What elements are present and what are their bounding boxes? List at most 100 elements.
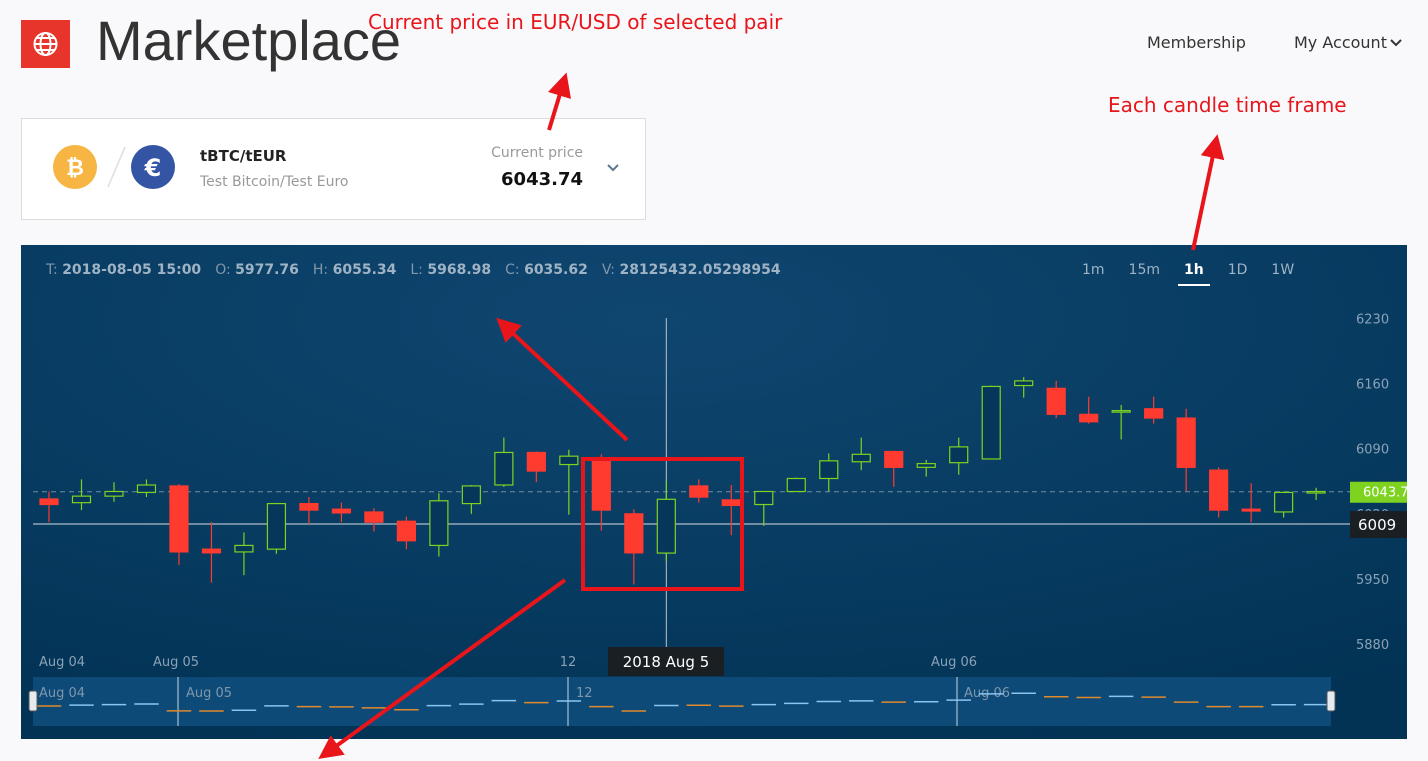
- candle-body: [689, 485, 709, 498]
- legend-item: C: 6035.62: [505, 262, 588, 278]
- candle-body: [754, 490, 774, 506]
- candle-body: [266, 502, 287, 550]
- legend-value: 28125432.05298954: [619, 262, 781, 278]
- annotation: Current price in EUR/USD of selected pai…: [368, 10, 783, 34]
- y-tick-label: 5880: [1356, 638, 1389, 653]
- candle-body: [526, 451, 546, 472]
- y-tick-label: 6160: [1356, 378, 1389, 393]
- annotation: Each candle time frame: [1108, 93, 1347, 117]
- candle-body: [721, 499, 741, 507]
- candle-body: [169, 485, 189, 553]
- legend-label: C:: [505, 262, 520, 278]
- candle-body: [1241, 508, 1261, 512]
- candle-body: [1306, 490, 1326, 494]
- candle-body: [916, 463, 936, 468]
- candle-body: [1046, 387, 1066, 415]
- navigator: [33, 677, 1331, 726]
- candle-body: [494, 451, 514, 486]
- candle-body: [1144, 408, 1164, 419]
- y-tick-label: 6090: [1356, 443, 1389, 458]
- crosshair-date-text: 2018 Aug 5: [623, 653, 710, 671]
- legend-label: H:: [312, 262, 329, 278]
- x-tick-label: Aug 06: [931, 655, 977, 670]
- price-value: 6043.74: [501, 169, 583, 190]
- timeframe-button[interactable]: 1W: [1271, 262, 1295, 278]
- arrow: [1191, 134, 1225, 251]
- candle-body: [656, 498, 676, 554]
- candle-body: [364, 511, 384, 523]
- legend-item: T: 2018-08-05 15:00: [46, 262, 201, 278]
- svg-text:₿: ₿: [66, 156, 84, 181]
- legend-label: T:: [46, 262, 58, 278]
- legend-value: 2018-08-05 15:00: [62, 262, 202, 278]
- chevron: [1390, 39, 1402, 47]
- logo: [21, 20, 70, 68]
- candle-body: [851, 453, 871, 463]
- candle-body: [1176, 417, 1196, 468]
- page-title: Marketplace: [96, 9, 402, 72]
- timeframe-button[interactable]: 1h: [1178, 260, 1210, 286]
- candle-body: [429, 500, 449, 547]
- navigator-handle[interactable]: [1326, 690, 1336, 712]
- candle-body: [1111, 410, 1131, 413]
- timeframe-button[interactable]: 1m: [1082, 262, 1105, 278]
- candle-body: [1274, 491, 1294, 513]
- candle-body: [461, 485, 481, 505]
- navigator-handle[interactable]: [28, 690, 38, 712]
- nav-link[interactable]: My Account: [1294, 33, 1387, 52]
- candle-body: [786, 477, 806, 493]
- x-tick-label: Aug 05: [153, 655, 199, 670]
- legend-label: O:: [215, 262, 231, 278]
- ohlc-legend: T: 2018-08-05 15:00 O: 5977.76 H: 6055.34 L…: [46, 262, 781, 278]
- x-tick-label: Aug 04: [39, 655, 85, 670]
- timeframe-button[interactable]: 15m: [1128, 262, 1160, 278]
- svg-text:€: €: [144, 154, 162, 182]
- legend-label: V:: [601, 262, 615, 278]
- candle-body: [819, 460, 839, 480]
- pair-symbol: tBTC/tEUR: [200, 147, 287, 165]
- legend-item: L: 5968.98: [410, 262, 491, 278]
- candle-body: [396, 520, 416, 542]
- candle-body: [104, 490, 124, 497]
- candle-body: [331, 508, 352, 514]
- y-tick-label: 6230: [1356, 313, 1389, 328]
- timeframes: 1m 15m 1h 1D 1W: [1070, 260, 1306, 286]
- candle-body: [884, 450, 904, 468]
- navigator-label: Aug 04: [39, 686, 85, 701]
- candle-body: [136, 484, 157, 494]
- legend-value: 5968.98: [427, 262, 492, 278]
- pair-card[interactable]: ₿ € tBTC/tEUR Test Bitcoin/Test Euro Cur…: [21, 118, 646, 220]
- candle-body: [39, 498, 59, 506]
- legend-item: H: 6055.34: [313, 262, 396, 278]
- candle-body: [1209, 469, 1229, 511]
- dropdown-chevron[interactable]: [607, 163, 619, 173]
- candle-body: [981, 385, 1001, 460]
- legend-item: O: 5977.76: [215, 262, 299, 278]
- crosshair-price-text: 6009: [1358, 516, 1396, 534]
- current-price-tag: [1350, 481, 1407, 503]
- candle-body: [1079, 413, 1099, 423]
- candle-body: [624, 513, 644, 554]
- legend-label: L:: [410, 262, 423, 278]
- crosshair-price-tag: [1350, 511, 1407, 539]
- legend-value: 6035.62: [524, 262, 588, 278]
- navigator-label: Aug 05: [186, 686, 232, 701]
- legend-value: 5977.76: [235, 262, 299, 278]
- candle-body: [591, 460, 611, 511]
- candle-body: [559, 455, 579, 466]
- candle-body: [71, 495, 92, 504]
- nav-link[interactable]: Membership: [1147, 33, 1246, 52]
- candle-body: [201, 548, 222, 554]
- price-label: Current price: [491, 145, 583, 161]
- crosshair-date-tag: [608, 647, 724, 676]
- candle-body: [299, 502, 319, 511]
- candle-body: [234, 544, 254, 553]
- candle-body: [1014, 380, 1034, 387]
- legend-item: V: 28125432.05298954: [602, 262, 781, 278]
- timeframe-button[interactable]: 1D: [1227, 262, 1248, 278]
- candle-body: [949, 446, 969, 464]
- pair-name: Test Bitcoin/Test Euro: [200, 174, 349, 190]
- navigator-label: 12: [576, 686, 593, 701]
